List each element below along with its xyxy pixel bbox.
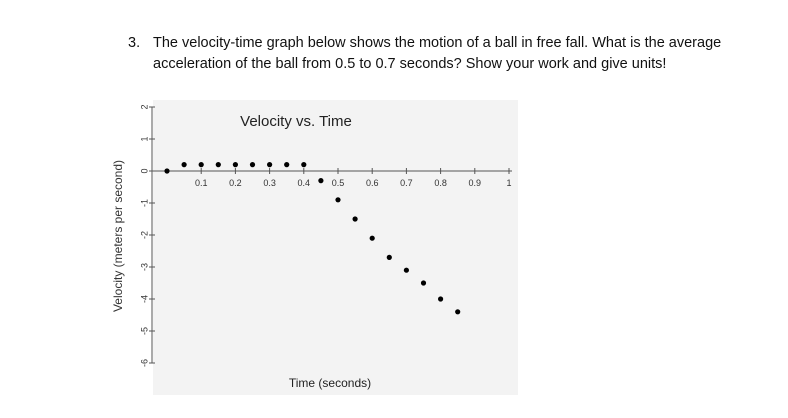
data-point xyxy=(215,162,221,168)
y-tick-label: -1 xyxy=(139,199,149,207)
data-point xyxy=(420,280,427,286)
data-point xyxy=(232,162,238,168)
data-point xyxy=(455,309,461,315)
data-point xyxy=(386,254,392,260)
data-point xyxy=(249,162,256,168)
question-text: The velocity-time graph below shows the … xyxy=(153,35,722,72)
y-tick-label: -2 xyxy=(139,231,149,239)
y-tick-label: -4 xyxy=(139,295,149,303)
data-point xyxy=(267,162,273,168)
data-point xyxy=(352,216,358,222)
data-point xyxy=(335,197,341,203)
x-tick-label: 0.9 xyxy=(469,178,482,188)
x-tick-label: 0.5 xyxy=(332,178,345,188)
y-tick-label: 2 xyxy=(139,104,149,109)
x-tick-label: 0.1 xyxy=(195,178,208,188)
y-tick-label: -5 xyxy=(139,327,149,335)
x-tick-label: 0.7 xyxy=(400,178,413,188)
y-tick-label: 0 xyxy=(139,168,149,173)
y-axis-label: Velocity (meters per second) xyxy=(111,159,125,313)
x-tick-label: 1 xyxy=(506,178,511,188)
x-tick-label: 0.6 xyxy=(366,178,379,188)
y-tick-label: -6 xyxy=(139,359,149,367)
chart-background xyxy=(153,100,518,395)
data-point xyxy=(438,296,444,302)
data-point xyxy=(301,162,307,168)
x-tick-label: 0.4 xyxy=(298,178,311,188)
data-point xyxy=(198,162,204,168)
data-point xyxy=(181,162,187,168)
y-tick-label: -3 xyxy=(139,263,149,271)
x-tick-label: 0.2 xyxy=(229,178,242,188)
x-axis-label: Time (seconds) xyxy=(289,376,371,390)
data-point xyxy=(164,168,170,174)
x-tick-label: 0.3 xyxy=(263,178,276,188)
data-point xyxy=(318,178,324,184)
data-point xyxy=(284,162,290,168)
data-point xyxy=(369,235,375,241)
chart-title: Velocity vs. Time xyxy=(240,113,352,130)
data-point xyxy=(403,267,409,273)
chart-points xyxy=(164,162,461,315)
chart-ticks: 0.1 0.2 0.3 0.4 0.5 0.6 0.7 0.8 0.9 1 2 1 0 -1 -2 -3 -4 -… xyxy=(139,104,511,367)
y-tick-label: 1 xyxy=(139,136,149,141)
x-tick-label: 0.8 xyxy=(434,178,447,188)
question-number: 3. xyxy=(128,35,141,51)
